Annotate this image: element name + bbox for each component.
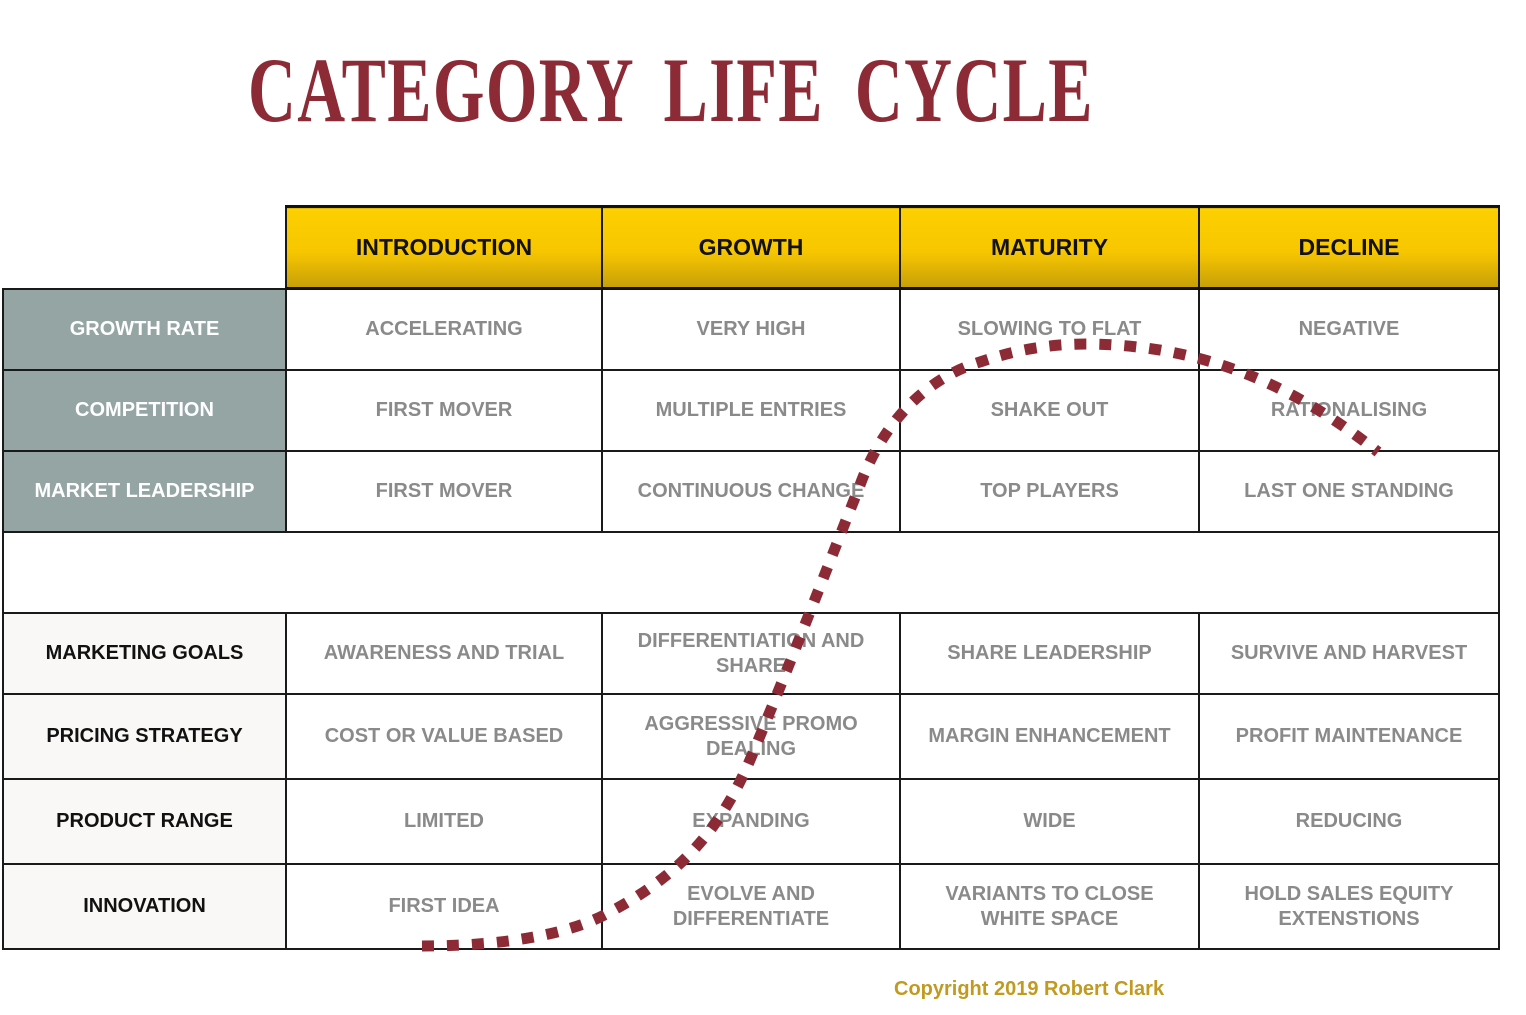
table-cell: VERY HIGH — [601, 287, 901, 371]
table-row-innovation: INNOVATION FIRST IDEA EVOLVE AND DIFFERE… — [2, 863, 1500, 950]
table-cell: SHAKE OUT — [899, 369, 1200, 452]
stage-header-decline: DECLINE — [1198, 205, 1500, 290]
spacer-cell — [2, 531, 1500, 614]
table-row-growth-rate: GROWTH RATE ACCELERATING VERY HIGH SLOWI… — [2, 287, 1500, 371]
spacer-row — [2, 531, 1500, 614]
table-cell: MULTIPLE ENTRIES — [601, 369, 901, 452]
stage-header-growth: GROWTH — [601, 205, 901, 290]
table-row-marketing-goals: MARKETING GOALS AWARENESS AND TRIAL DIFF… — [2, 612, 1500, 695]
table-cell: FIRST MOVER — [285, 450, 603, 533]
stage-header-introduction: INTRODUCTION — [285, 205, 603, 290]
row-label: INNOVATION — [2, 863, 287, 950]
table-cell: EVOLVE AND DIFFERENTIATE — [601, 863, 901, 950]
table-cell: FIRST IDEA — [285, 863, 603, 950]
row-label: MARKETING GOALS — [2, 612, 287, 695]
table-cell: TOP PLAYERS — [899, 450, 1200, 533]
table-corner — [3, 207, 286, 289]
table-cell: NEGATIVE — [1198, 287, 1500, 371]
row-label: GROWTH RATE — [2, 287, 287, 371]
table-cell: SHARE LEADERSHIP — [899, 612, 1200, 695]
table-cell: ACCELERATING — [285, 287, 603, 371]
table-row-competition: COMPETITION FIRST MOVER MULTIPLE ENTRIES… — [2, 369, 1500, 452]
stage-header-row: INTRODUCTION GROWTH MATURITY DECLINE — [3, 205, 1500, 290]
table-cell: REDUCING — [1198, 778, 1500, 865]
table-cell: EXPANDING — [601, 778, 901, 865]
life-cycle-table: INTRODUCTION GROWTH MATURITY DECLINE GRO… — [2, 205, 1500, 950]
table-cell: MARGIN ENHANCEMENT — [899, 693, 1200, 780]
table-cell: SURVIVE AND HARVEST — [1198, 612, 1500, 695]
table-cell: SLOWING TO FLAT — [899, 287, 1200, 371]
table-cell: WIDE — [899, 778, 1200, 865]
page-title: CATEGORY LIFE CYCLE — [248, 39, 1094, 141]
table-cell: AGGRESSIVE PROMO DEALING — [601, 693, 901, 780]
table-cell: FIRST MOVER — [285, 369, 603, 452]
table-cell: RATIONALISING — [1198, 369, 1500, 452]
table-row-product-range: PRODUCT RANGE LIMITED EXPANDING WIDE RED… — [2, 778, 1500, 865]
table-cell: COST OR VALUE BASED — [285, 693, 603, 780]
copyright-text: Copyright 2019 Robert Clark — [894, 978, 1165, 1000]
table-row-market-leadership: MARKET LEADERSHIP FIRST MOVER CONTINUOUS… — [2, 450, 1500, 533]
table-cell: LIMITED — [285, 778, 603, 865]
table-cell: HOLD SALES EQUITY EXTENSTIONS — [1198, 863, 1500, 950]
table-cell: LAST ONE STANDING — [1198, 450, 1500, 533]
stage-header-maturity: MATURITY — [899, 205, 1200, 290]
table-row-pricing-strategy: PRICING STRATEGY COST OR VALUE BASED AGG… — [2, 693, 1500, 780]
row-label: MARKET LEADERSHIP — [2, 450, 287, 533]
row-label: PRODUCT RANGE — [2, 778, 287, 865]
table-cell: AWARENESS AND TRIAL — [285, 612, 603, 695]
table-cell: VARIANTS TO CLOSE WHITE SPACE — [899, 863, 1200, 950]
row-label: COMPETITION — [2, 369, 287, 452]
row-label: PRICING STRATEGY — [2, 693, 287, 780]
table-cell: PROFIT MAINTENANCE — [1198, 693, 1500, 780]
table-cell: CONTINUOUS CHANGE — [601, 450, 901, 533]
table-cell: DIFFERENTIATION AND SHARE — [601, 612, 901, 695]
